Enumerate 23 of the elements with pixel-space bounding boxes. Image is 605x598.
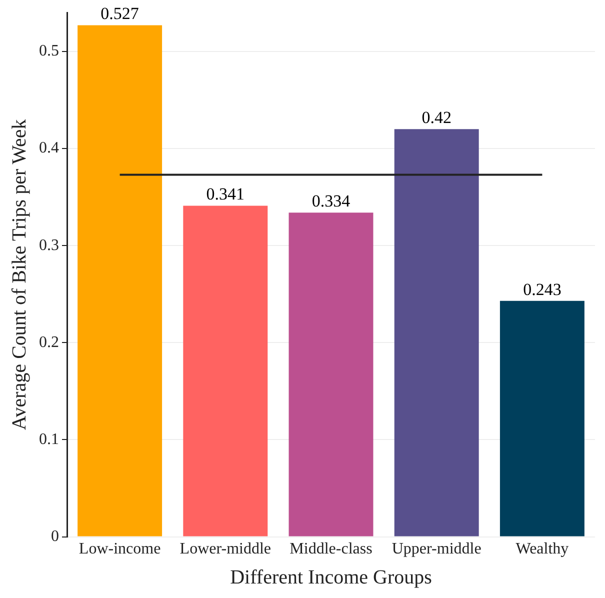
bar	[78, 25, 162, 536]
bar	[183, 206, 268, 536]
y-tick-label: 0.1	[39, 430, 59, 448]
x-axis-title: Different Income Groups	[230, 566, 432, 588]
data-label: 0.334	[312, 192, 351, 211]
x-tick-label: Wealthy	[516, 540, 569, 558]
data-label: 0.341	[206, 184, 245, 204]
data-label: 0.42	[422, 108, 452, 128]
y-tick-label: 0.5	[39, 42, 59, 60]
bar	[288, 212, 374, 536]
x-tick-label: Middle-class	[290, 540, 372, 558]
bar	[394, 129, 479, 536]
x-tick-label: Lower-middle	[180, 540, 271, 558]
y-tick-label: 0.3	[39, 236, 59, 254]
bar	[500, 300, 584, 536]
data-label: 0.243	[523, 280, 562, 299]
data-label: 0.527	[100, 4, 140, 24]
y-axis-title: Average Count of Bike Trips per Week	[8, 119, 30, 430]
x-tick-label: Low-income	[78, 540, 161, 558]
x-tick-label: Upper-middle	[392, 540, 482, 558]
y-tick-label: 0	[51, 528, 59, 546]
y-tick-label: 0.4	[39, 140, 59, 157]
y-tick-label: 0.2	[39, 334, 59, 351]
